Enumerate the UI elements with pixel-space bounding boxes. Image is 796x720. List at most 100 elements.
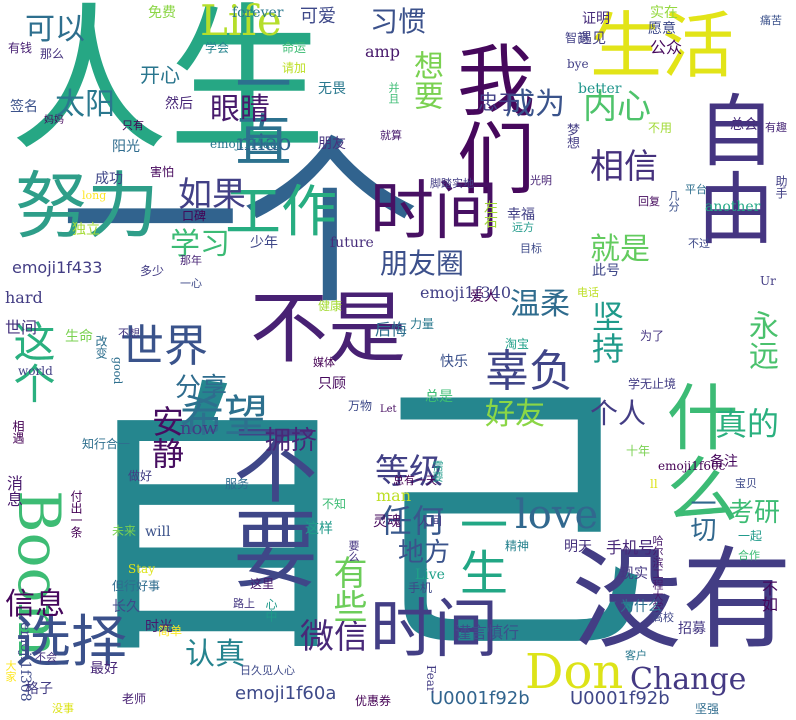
- word-keyi: 可以: [25, 12, 85, 47]
- word-guangming: forever: [232, 5, 284, 21]
- word-pengyouquan: 朋友圈: [380, 247, 465, 280]
- word-xiwang: 希望: [180, 391, 268, 442]
- word-emoji1f60c: 付出一条: [69, 490, 83, 538]
- word-xiangyao: 想要: [408, 50, 443, 110]
- word-chenggong: 此号: [592, 263, 620, 279]
- word-mingtian: 现实: [620, 566, 648, 582]
- word-liliang: 学无止境: [628, 377, 677, 391]
- word-world: 痛苦: [760, 14, 782, 27]
- word-forever: bye: [567, 57, 589, 71]
- word-dianhua: 媒体: [313, 356, 335, 369]
- word-jiandan: 智商: [565, 31, 590, 45]
- word-danxinghaoshi: 手机: [408, 581, 433, 595]
- word-rensheng: 人生: [10, 0, 326, 173]
- word-yaome: 这里: [250, 577, 275, 591]
- word-u0001f92b-2: U0001f92b: [570, 688, 670, 709]
- word-shenghuo: 生活: [590, 4, 735, 88]
- word-houhui: 只顾: [318, 376, 346, 392]
- word-jiaotashidi: 左右: [482, 200, 498, 228]
- word-xinzhong: 谨言慎行: [455, 623, 520, 642]
- word-zhushou: 证明: [582, 11, 610, 27]
- word-shijian-1: 时间: [370, 175, 498, 249]
- word-jiusuan: 远方: [512, 221, 534, 234]
- word-zhege: 这个: [7, 320, 56, 404]
- word-huifu: 电话: [577, 286, 599, 299]
- word-zheli: 为什么: [620, 599, 662, 615]
- word-kuaile: 知行合一: [82, 437, 131, 451]
- word-ur: world: [18, 364, 53, 378]
- word-yongji: 拥挤: [265, 426, 318, 456]
- word-cihao: 为了: [640, 329, 665, 343]
- word-taobao: 遇见: [578, 31, 606, 47]
- word-xiangxin: 相信: [590, 147, 658, 187]
- word-renjian: 哈尔滨工程大学: [651, 535, 664, 612]
- word-better: 光明: [530, 174, 552, 187]
- word-gaibian: 公众: [650, 38, 683, 57]
- word-beizhu: 做好: [128, 469, 153, 483]
- word-linghun: 手机号: [606, 538, 655, 557]
- word-renzhen: 认真: [185, 637, 245, 672]
- word-gaoxiao: 时光: [145, 619, 173, 635]
- word-xiguan: 习惯: [370, 5, 427, 38]
- word-buhui: 客户: [625, 649, 647, 662]
- word-xuyao: 服务: [225, 477, 250, 491]
- word-change: Change: [630, 662, 747, 697]
- word-laoshi: 优惠券: [355, 694, 392, 708]
- word-shijian-3: 可爱: [300, 6, 336, 27]
- word-shinian: 有钱: [8, 41, 33, 55]
- word-meiti: 相遇: [11, 420, 25, 444]
- word-yangguang: future: [330, 235, 374, 251]
- word-zheyang: 明天: [564, 539, 592, 555]
- word-lushang: amp: [365, 42, 400, 61]
- word-haoyou: 好友: [485, 397, 545, 432]
- word-dengji: 等级: [375, 452, 443, 492]
- word-mengxiang: 目标: [520, 242, 542, 255]
- word-amp: 害怕: [150, 165, 175, 179]
- word-gongzuo: 工作: [225, 180, 337, 245]
- word-anjing: 安静: [147, 405, 185, 469]
- word-zongshi: ll: [650, 477, 658, 491]
- word-meiyou: 没有: [572, 536, 792, 664]
- word-qianming: 独立: [72, 222, 100, 238]
- word-dajia: 格子: [25, 681, 53, 697]
- word-weile: 万物: [348, 399, 373, 413]
- word-youqian: 有趣: [765, 121, 787, 134]
- word-emoji1f60a: emoji1f60a: [235, 683, 337, 704]
- word-gongzhong: 不用: [648, 121, 673, 135]
- word-buxiang: 总是: [425, 389, 453, 405]
- word-long: 不过: [688, 237, 710, 250]
- word-zongyouyitian: 那么: [40, 47, 65, 61]
- word-zhixingheyi: 消息: [4, 475, 23, 507]
- word-weishenme: 长久: [112, 599, 140, 615]
- word-jianqiang: 无畏: [318, 81, 346, 97]
- word-zuoyou: 后悔: [375, 320, 408, 339]
- word-yizhi: 一直: [226, 55, 291, 167]
- word-duli: 多少: [140, 264, 165, 278]
- word-life: Life: [200, 0, 282, 45]
- word-pingtai: 爱人: [470, 289, 498, 305]
- word-xuexi: 学习: [170, 227, 230, 262]
- word-difang: 地方: [398, 538, 451, 568]
- word-emoji1f4aa: 助手: [774, 175, 788, 199]
- word-kehu: 日久见人心: [240, 664, 295, 677]
- word-taiyang: 太阳: [55, 87, 115, 122]
- word-ziji: 自己: [70, 356, 650, 693]
- word-fenxiang: 分享: [175, 373, 228, 403]
- word-live: Live: [415, 567, 445, 583]
- word-xuehui: emoji1f4aa: [210, 137, 278, 151]
- word-pengyou: 少年: [250, 235, 278, 251]
- word-yiqie: 一切: [686, 490, 716, 542]
- word-xinxi: 信息: [5, 587, 65, 622]
- word-bye: 世间: [5, 318, 38, 337]
- word-shengming: Let: [380, 404, 397, 415]
- word-buguo: 实在: [650, 5, 678, 21]
- word-xuewuzhijing: 备注: [710, 454, 738, 470]
- word-baobei: 一起: [738, 529, 763, 543]
- word-mubiao: 力量: [410, 317, 435, 331]
- word-fuchuyitiao: 学会: [205, 41, 230, 55]
- word-chengwei: 成为: [505, 87, 565, 122]
- word-bushi: 不是: [250, 284, 407, 374]
- word-emoji1f433: emoji1f433: [12, 258, 103, 277]
- word-now: now: [180, 418, 218, 439]
